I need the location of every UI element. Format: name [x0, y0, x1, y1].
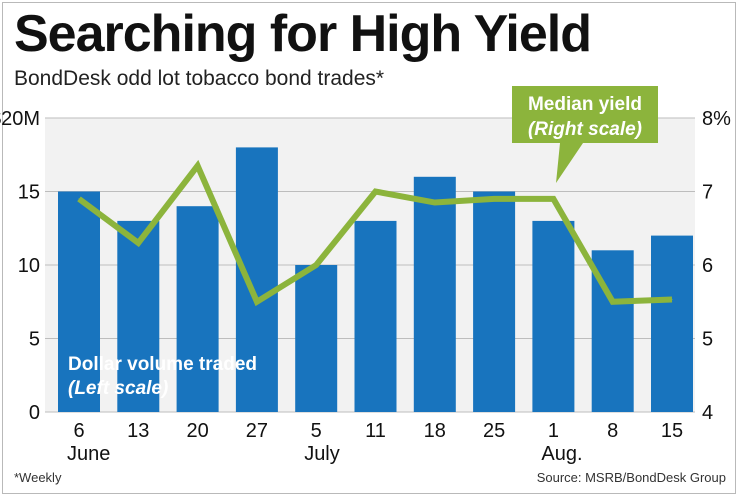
yield-point-7	[493, 198, 495, 200]
yield-point-1	[137, 242, 139, 244]
chart-title: Searching for High Yield	[14, 5, 592, 63]
bar-0	[58, 191, 100, 412]
month-label-2: Aug.	[541, 443, 582, 465]
x-tick-label-1: 13	[127, 420, 149, 442]
yield-point-3	[256, 301, 258, 303]
x-tick-label-2: 20	[186, 420, 208, 442]
x-tick-label-6: 18	[424, 420, 446, 442]
yield-point-5	[375, 191, 376, 192]
right-axis-tick-label-0: 8%	[702, 108, 731, 130]
bar-4	[295, 265, 338, 412]
x-tick-label-9: 8	[607, 420, 618, 442]
yield-point-9	[612, 301, 614, 303]
yield-point-2	[197, 165, 199, 167]
yield-point-10	[671, 299, 673, 301]
bar-10	[651, 235, 693, 412]
left-axis-tick-label-2: 10	[18, 255, 40, 277]
x-tick-label-7: 25	[483, 420, 505, 442]
yield-callout-box	[512, 86, 658, 183]
bar-series-label: Dollar volume traded	[68, 354, 257, 375]
yield-point-4	[315, 264, 317, 266]
right-axis-tick-label-2: 6	[702, 255, 713, 277]
right-axis-tick-label-3: 5	[702, 329, 713, 351]
bar-2	[176, 206, 219, 412]
left-axis-tick-label-3: 5	[29, 329, 40, 351]
right-axis-tick-label-1: 7	[702, 182, 713, 204]
bar-5	[354, 220, 397, 412]
source-credit: Source: MSRB/BondDesk Group	[536, 470, 726, 485]
line-series-label: Median yield	[528, 94, 642, 115]
chart-subtitle: BondDesk odd lot tobacco bond trades*	[14, 67, 385, 90]
bar-7	[473, 191, 516, 412]
yield-point-8	[552, 198, 554, 200]
x-tick-label-5: 11	[365, 420, 386, 442]
x-tick-label-10: 15	[661, 420, 683, 442]
x-tick-label-0: 6	[73, 420, 84, 442]
month-label-1: July	[304, 443, 340, 465]
footnote: *Weekly	[14, 470, 62, 485]
line-series-sublabel: (Right scale)	[528, 119, 642, 140]
x-tick-label-4: 5	[311, 420, 322, 442]
x-tick-label-8: 1	[548, 420, 559, 442]
right-axis-tick-label-4: 4	[702, 402, 713, 424]
left-axis-tick-label-0: $20M	[0, 108, 40, 130]
bar-3	[235, 147, 278, 412]
bar-8	[532, 220, 575, 412]
left-axis-tick-label-1: 15	[18, 182, 40, 204]
left-axis-tick-label-4: 0	[29, 402, 40, 424]
month-label-0: June	[67, 443, 110, 465]
bar-1	[117, 220, 160, 412]
x-tick-label-3: 27	[246, 420, 268, 442]
bar-6	[413, 176, 456, 412]
bar-series-sublabel: (Left scale)	[68, 378, 168, 399]
yield-point-6	[434, 202, 436, 204]
yield-point-0	[78, 198, 80, 200]
